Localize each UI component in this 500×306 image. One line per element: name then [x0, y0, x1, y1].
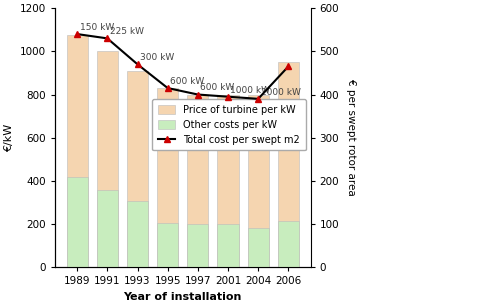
Bar [157, 223, 178, 267]
Bar [97, 51, 118, 267]
Bar [127, 71, 148, 267]
Legend: Price of turbine per kW, Other costs per kW, Total cost per swept m2: Price of turbine per kW, Other costs per… [152, 99, 306, 151]
Text: 1000 kW: 1000 kW [230, 86, 270, 95]
Text: 225 kW: 225 kW [110, 27, 144, 36]
Text: 600 kW: 600 kW [200, 83, 234, 92]
Bar [97, 189, 118, 267]
Bar [218, 95, 238, 267]
Bar [188, 224, 208, 267]
Bar [157, 88, 178, 267]
Y-axis label: € per swept rotor area: € per swept rotor area [346, 79, 356, 196]
Text: 2000 kW: 2000 kW [260, 88, 300, 97]
Bar [188, 95, 208, 267]
Text: 300 kW: 300 kW [140, 53, 174, 62]
Text: 150 kW: 150 kW [80, 23, 114, 32]
Text: 600 kW: 600 kW [170, 77, 204, 86]
Bar [278, 62, 299, 267]
Bar [278, 221, 299, 267]
Bar [248, 95, 268, 267]
Y-axis label: €/kW: €/kW [4, 124, 14, 152]
X-axis label: Year of installation: Year of installation [124, 292, 242, 302]
Bar [66, 177, 87, 267]
Bar [127, 201, 148, 267]
Bar [248, 228, 268, 267]
Bar [66, 35, 87, 267]
Bar [218, 224, 238, 267]
